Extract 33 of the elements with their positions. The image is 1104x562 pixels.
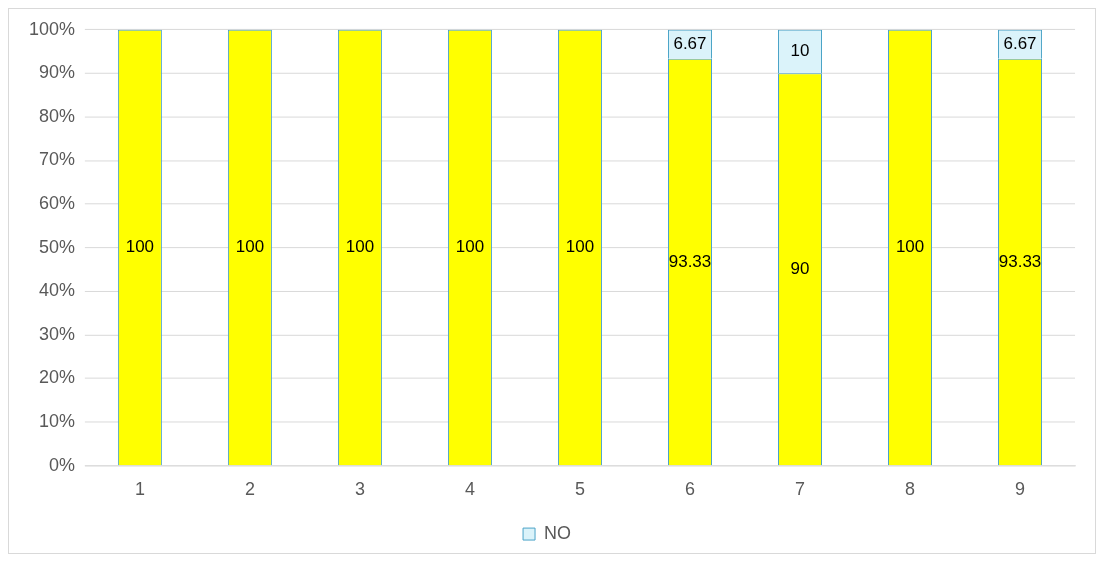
legend-label: NO xyxy=(544,523,571,544)
x-tick-label: 7 xyxy=(795,479,806,500)
data-label: 100 xyxy=(565,237,595,257)
data-label: 93.33 xyxy=(668,251,712,271)
data-label: 90 xyxy=(790,258,810,278)
y-tick-label: 100% xyxy=(28,18,75,39)
data-label: 100 xyxy=(125,237,155,257)
data-label: 6.67 xyxy=(673,33,707,53)
data-label: 100 xyxy=(235,237,265,257)
y-tick-label: 60% xyxy=(38,193,75,214)
x-tick-label: 5 xyxy=(574,479,585,500)
data-label: 93.33 xyxy=(998,251,1042,271)
y-tick-label: 70% xyxy=(38,149,75,170)
y-tick-label: 90% xyxy=(38,62,75,83)
x-tick-label: 6 xyxy=(684,479,695,500)
y-tick-label: 0% xyxy=(48,454,75,475)
x-tick-label: 2 xyxy=(244,479,255,500)
y-tick-label: 80% xyxy=(38,105,75,126)
data-label: 100 xyxy=(455,237,485,257)
y-tick-label: 50% xyxy=(38,236,75,257)
x-tick-label: 8 xyxy=(905,479,916,500)
y-tick-label: 20% xyxy=(38,367,75,388)
x-tick-label: 9 xyxy=(1015,479,1026,500)
data-label: 6.67 xyxy=(1003,33,1037,53)
data-label: 10 xyxy=(790,41,810,61)
data-label: 100 xyxy=(345,237,375,257)
data-label: 100 xyxy=(895,237,925,257)
y-tick-label: 30% xyxy=(38,323,75,344)
x-tick-label: 3 xyxy=(354,479,365,500)
y-tick-label: 10% xyxy=(38,411,75,432)
x-tick-label: 1 xyxy=(134,479,145,500)
y-tick-label: 40% xyxy=(38,280,75,301)
x-tick-label: 4 xyxy=(464,479,475,500)
